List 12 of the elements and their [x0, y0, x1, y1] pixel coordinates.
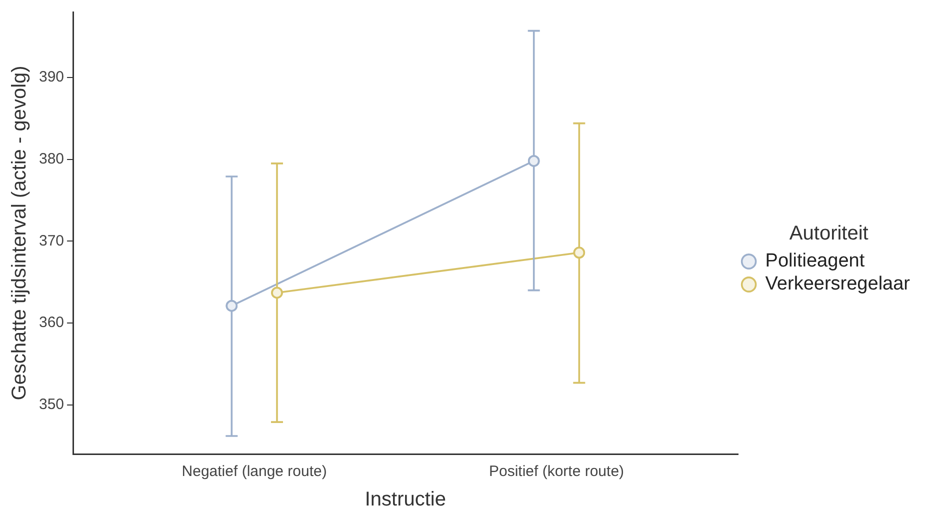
y-tick-label: 380: [38, 150, 64, 168]
y-tick-label: 360: [38, 314, 64, 332]
x-tick-label: Negatief (lange route): [182, 463, 327, 480]
legend-title: Autoriteit: [789, 222, 869, 245]
y-tick-label: 350: [38, 396, 64, 414]
y-tick-label: 370: [38, 232, 64, 250]
y-tick-label: 390: [38, 68, 64, 86]
legend-label: Politieagent: [765, 250, 866, 272]
y-axis-title: Geschatte tijdsinterval (actie - gevolg): [8, 66, 31, 400]
legend-label: Verkeersregelaar: [765, 274, 911, 295]
x-tick-label: Positief (korte route): [488, 463, 624, 480]
x-axis-title: Instructie: [364, 488, 446, 511]
